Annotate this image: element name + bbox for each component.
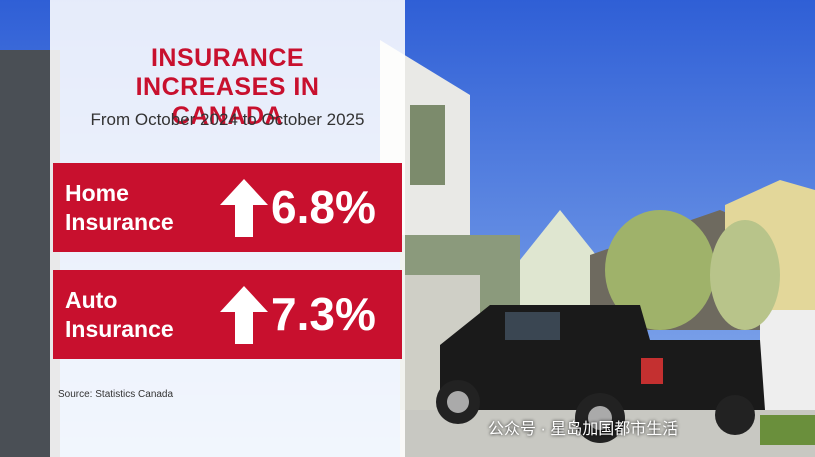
stat-value: 6.8% [271, 181, 376, 233]
stat-label: Home Insurance [65, 180, 174, 235]
stat-box: Auto Insurance 7.3% [53, 270, 402, 359]
subtitle: From October 2024 to October 2025 [90, 110, 365, 129]
stat-value: 7.3% [271, 288, 376, 340]
title: INSURANCE INCREASES IN CANADA [135, 44, 320, 130]
up-arrow [220, 286, 268, 344]
info-panel: INSURANCE INCREASES IN CANADA From Octob… [50, 0, 405, 457]
stat-box: Home Insurance 6.8% [53, 163, 402, 252]
source: Source: Statistics Canada [58, 389, 174, 400]
stat-label: Auto Insurance [65, 287, 174, 342]
watermark: 公众号 · 星岛加国都市生活 [488, 421, 679, 438]
up-arrow [220, 179, 268, 237]
